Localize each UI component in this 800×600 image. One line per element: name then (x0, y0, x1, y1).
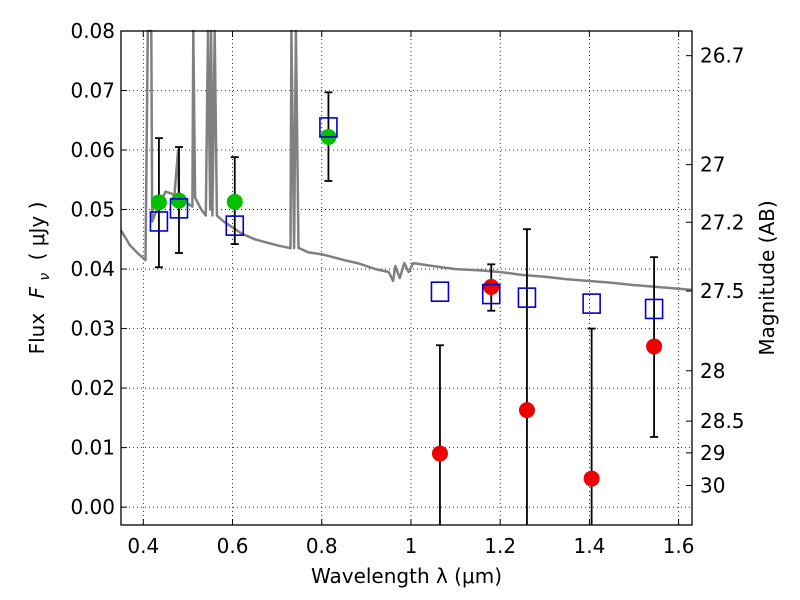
x-tick-label: 0.4 (127, 534, 159, 558)
y-tick-label: 0.01 (70, 436, 115, 460)
x-tick-label: 0.8 (306, 534, 338, 558)
blue-square-marker (644, 298, 664, 320)
green-point (170, 192, 187, 209)
model-spectrum-line (119, 29, 693, 292)
y-tick-label: 0.03 (70, 317, 115, 341)
y-tick-label: 0.00 (70, 495, 115, 519)
x-tick-label: 0.6 (217, 534, 249, 558)
blue-square-marker (582, 293, 601, 314)
red-point (483, 278, 500, 295)
y-tick-label: 0.05 (70, 198, 115, 222)
red-point (431, 445, 448, 462)
y2-tick-label: 27 (700, 153, 725, 177)
y2-tick-label: 28 (700, 359, 725, 383)
x-axis-label: Wavelength λ (μm) (311, 564, 502, 588)
y2-tick-label: 28.5 (700, 409, 745, 433)
y-tick-label: 0.08 (70, 19, 115, 43)
red-point (518, 402, 535, 419)
axis-labels: Wavelength λ (μm) Flux F ν ( μJy ) Magni… (25, 200, 779, 588)
y-axis-label-unit: ( μJy ) (25, 202, 49, 261)
red-point (583, 470, 600, 487)
y-axis-label-prefix: Flux (25, 313, 49, 355)
blue-square-marker (149, 211, 169, 232)
y2-tick-label: 27.2 (700, 210, 745, 234)
blue-square-marker (225, 215, 245, 236)
y-axis-label-symbol-sub: ν (37, 273, 53, 281)
blue-square-marker (481, 283, 501, 305)
y2-tick-label: 29 (700, 441, 725, 465)
red-point (646, 338, 663, 355)
x-tick-label: 1.4 (573, 534, 605, 558)
axis-ticks: 0.4 0.6 0.8 1 1.2 1.4 1.6 0.00 0.01 0.02 0.03 0.04 0… (70, 19, 744, 558)
data-points (149, 117, 664, 487)
x-tick-label: 1.6 (663, 534, 695, 558)
y-tick-label: 0.02 (70, 376, 115, 400)
y2-tick-label: 26.7 (700, 44, 745, 68)
y-tick-label: 0.04 (70, 257, 115, 281)
y-tick-label: 0.07 (70, 79, 115, 103)
y-axis-label-symbol: F (25, 286, 49, 298)
y2-tick-label: 30 (700, 474, 725, 498)
plot-frame (120, 30, 693, 526)
y2-axis-label: Magnitude (AB) (755, 200, 779, 355)
blue-square-marker (430, 281, 450, 302)
x-tick-label: 1 (405, 534, 418, 558)
x-tick-label: 1.2 (484, 534, 516, 558)
model-spectrum (119, 29, 693, 292)
green-point (226, 193, 243, 210)
y2-tick-label: 27.5 (700, 279, 745, 303)
y-tick-label: 0.06 (70, 138, 115, 162)
blue-square-marker (319, 117, 338, 138)
y-axis-label: Flux F ν ( μJy ) (25, 202, 54, 355)
blue-square-marker (517, 287, 537, 308)
blue-square-marker (169, 198, 189, 219)
green-point (150, 194, 167, 211)
